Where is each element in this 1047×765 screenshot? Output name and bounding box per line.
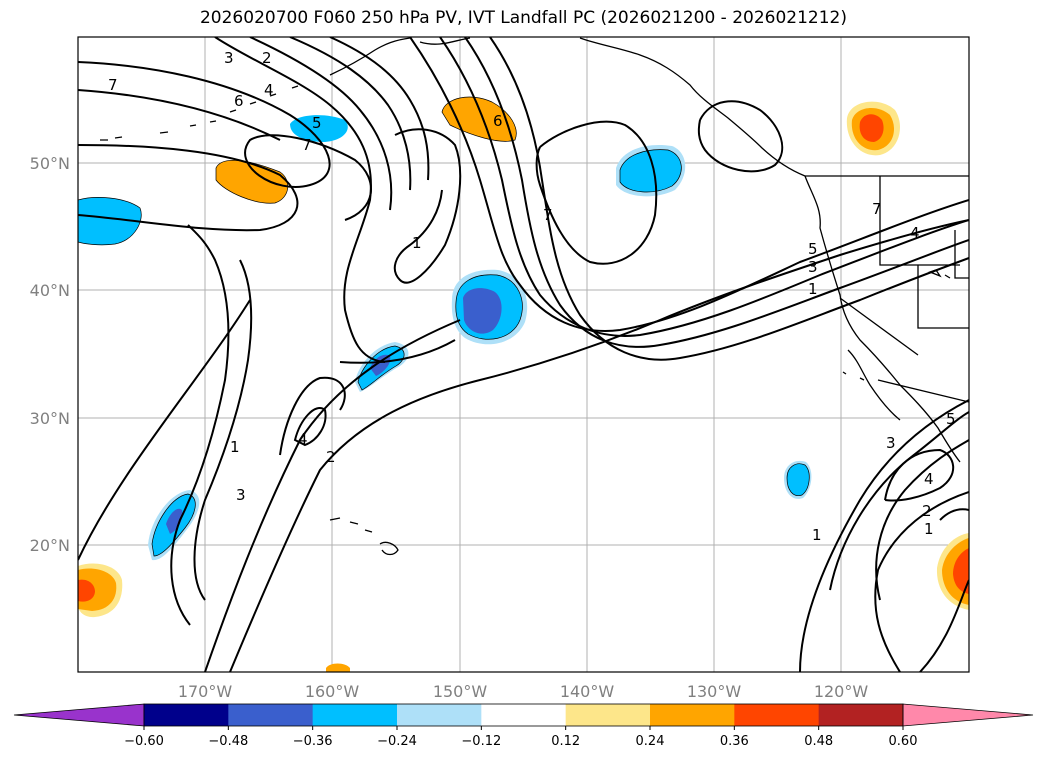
positive-anomaly-blob: [78, 579, 95, 602]
negative-anomaly-blob: [463, 288, 502, 334]
contour-label: 7: [302, 136, 312, 154]
negative-anomaly-blob: [78, 197, 142, 246]
contour-label: 1: [412, 234, 422, 252]
contour-label: 3: [886, 434, 896, 452]
lat-label: 20°N: [30, 536, 70, 555]
positive-anomaly-blob: [441, 96, 517, 142]
colorbar-swatch: [397, 704, 482, 726]
contour-label: 4: [298, 430, 308, 448]
contour-label: 3: [236, 486, 246, 504]
negative-anomaly-blob: [290, 115, 348, 142]
graticule: [78, 37, 969, 672]
colorbar-swatch: [312, 704, 398, 726]
contour-label: 4: [264, 81, 274, 99]
colorbar-tick-label: −0.36: [293, 734, 333, 749]
positive-anomaly-blob: [953, 548, 969, 594]
colorbar: [13, 703, 1034, 727]
colorbar-swatch: [565, 704, 651, 726]
negative-anomaly-blob: [166, 508, 183, 534]
contour-label: 2: [262, 49, 272, 67]
contour-label: 7: [543, 206, 553, 224]
map-title: 2026020700 F060 250 hPa PV, IVT Landfall…: [199, 8, 847, 28]
contour-label: 1: [924, 520, 934, 538]
lon-label: 140°W: [560, 682, 615, 701]
positive-anomaly-blob: [859, 114, 884, 142]
map-frame: [77, 36, 970, 673]
contour-label: 1: [812, 526, 822, 544]
colorbar-tick-label: −0.24: [377, 734, 417, 749]
contour-label: 5: [312, 114, 322, 132]
colorbar-tick-label: −0.48: [208, 734, 248, 749]
contour-label: 2: [922, 502, 932, 520]
colorbar-tick-label: 0.12: [551, 734, 580, 749]
contour-label: 2: [326, 448, 336, 466]
contour-label: 1: [808, 280, 818, 298]
map-area: [78, 37, 969, 672]
lon-label: 150°W: [433, 682, 488, 701]
lon-label: 160°W: [305, 682, 360, 701]
negative-anomaly-blob: [786, 463, 810, 496]
colorbar-tick-label: 0.48: [804, 734, 833, 749]
colorbar-tick-label: −0.12: [461, 734, 501, 749]
colorbar-swatch: [228, 704, 314, 726]
lon-label: 120°W: [814, 682, 869, 701]
contour-label: 4: [910, 224, 920, 242]
latitude-labels: 50°N 40°N 30°N 20°N: [30, 154, 70, 555]
coastlines: [100, 37, 969, 556]
contour-label: 1: [230, 438, 240, 456]
lon-label: 130°W: [687, 682, 742, 701]
colorbar-swatch: [481, 704, 567, 726]
colorbar-tick-label: 0.24: [636, 734, 665, 749]
colorbar-tick-label: −0.60: [124, 734, 164, 749]
lat-label: 40°N: [30, 281, 70, 300]
contour-label: 7: [872, 200, 882, 218]
contour-label: 3: [224, 49, 234, 67]
colorbar-tick-label: 0.36: [720, 734, 749, 749]
contour-label: 5: [808, 240, 818, 258]
colorbar-tick-label: 0.60: [889, 734, 918, 749]
contour-label: 6: [493, 112, 503, 130]
colorbar-swatch: [650, 704, 735, 726]
lat-label: 50°N: [30, 154, 70, 173]
negative-anomaly-blob: [619, 149, 682, 193]
colorbar-extend-low: [13, 703, 145, 727]
contour-label: 6: [234, 92, 244, 110]
contour-label: 4: [924, 470, 934, 488]
pv-contours: [78, 37, 969, 672]
colorbar-swatch: [734, 704, 820, 726]
colorbar-swatch: [144, 704, 229, 726]
contour-label: 7: [108, 76, 118, 94]
positive-anomaly-blob: [326, 663, 350, 672]
contour-label: 5: [946, 410, 956, 428]
colorbar-tick-labels: −0.60 −0.48 −0.36 −0.24 −0.12 0.12 0.24 0.36 0.4…: [124, 726, 917, 749]
colorbar-border: [143, 703, 904, 727]
contour-labels: 3 2 4 6 7 5 6 7 1 7 5 3 1 1 4 2 3 1 3 4 …: [108, 49, 956, 544]
colorbar-swatch: [818, 704, 904, 726]
longitude-labels: 170°W 160°W 150°W 140°W 130°W 120°W: [178, 682, 869, 701]
contour-label: 3: [808, 258, 818, 276]
lat-label: 30°N: [30, 409, 70, 428]
lon-label: 170°W: [178, 682, 233, 701]
negative-anomaly-blob: [370, 354, 391, 376]
colorbar-extend-high: [902, 703, 1034, 727]
